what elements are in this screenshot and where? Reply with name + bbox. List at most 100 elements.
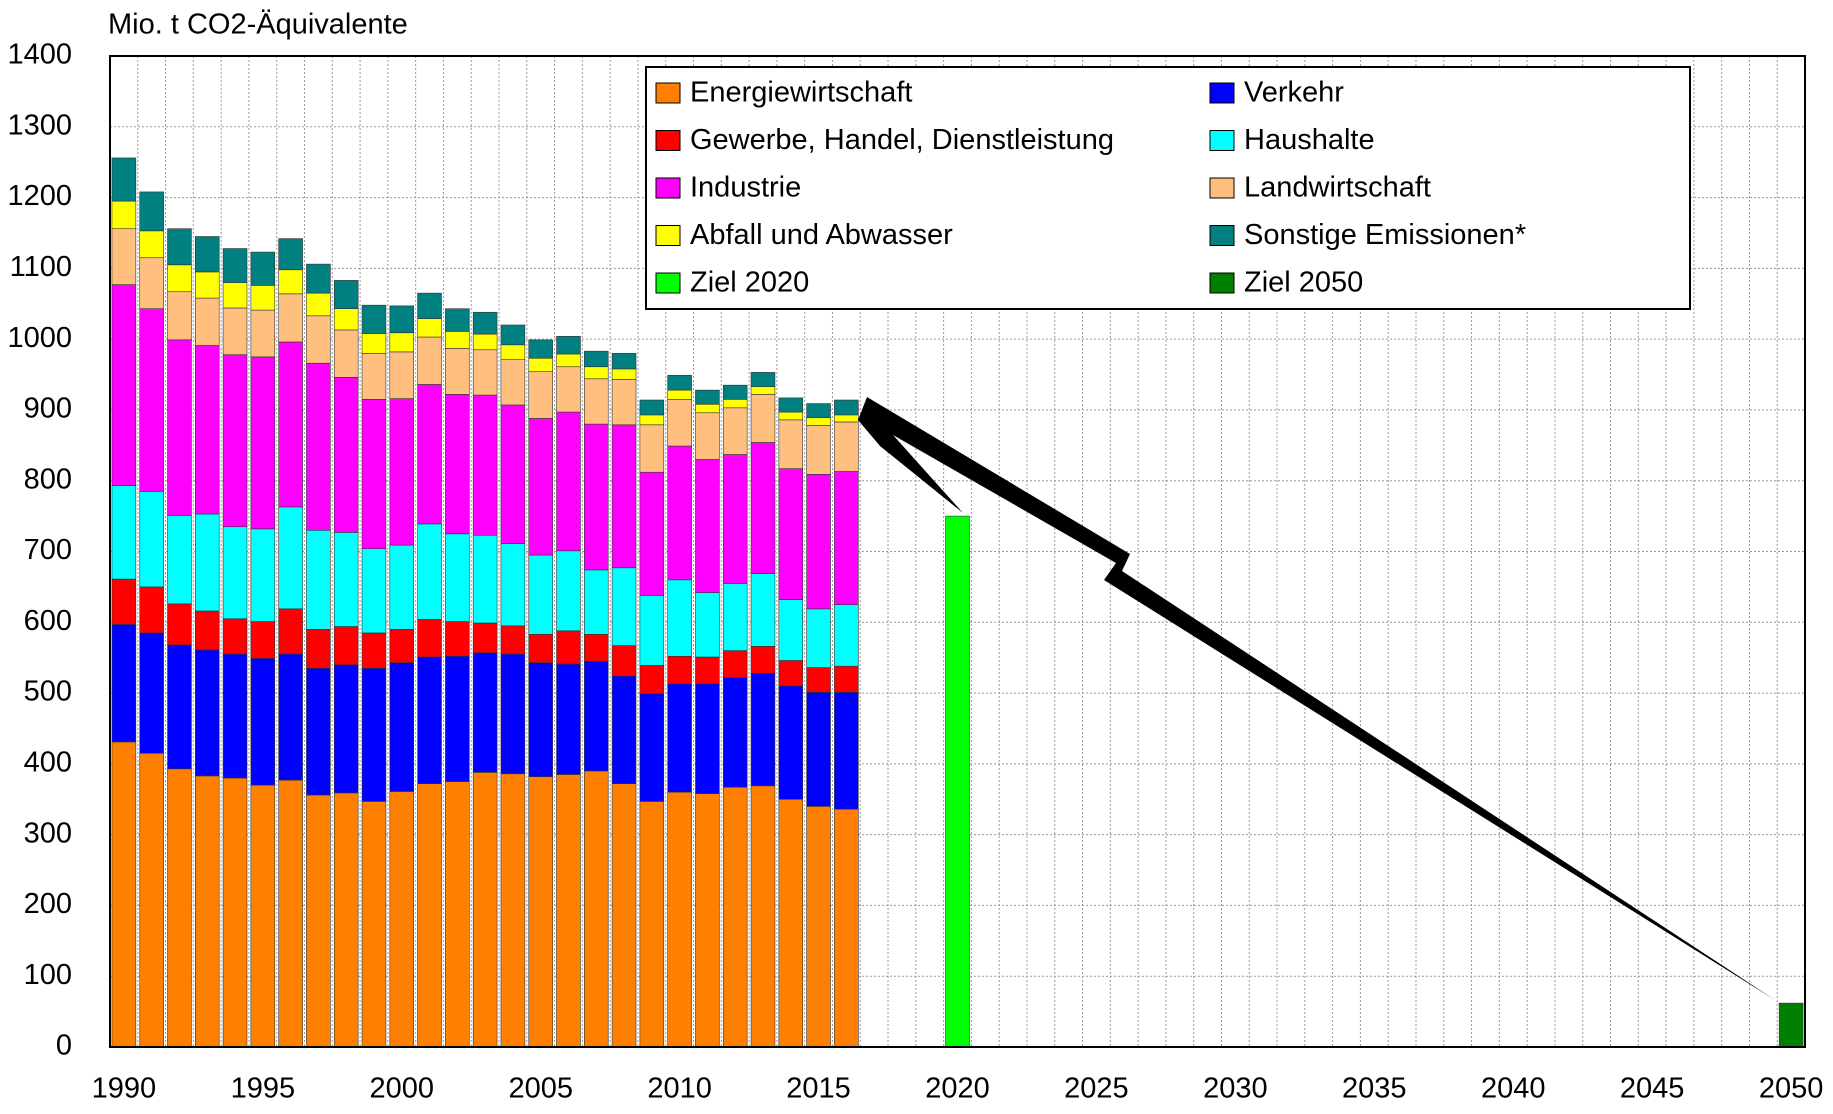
bar-segment [222,307,248,356]
y-axis-label: Mio. t CO2-Äquivalente [108,9,408,41]
bar-segment [695,403,720,414]
bar-segment [584,660,609,772]
bar-segment [306,315,331,364]
bar-segment [445,533,470,622]
bar-segment [695,389,720,405]
bar-segment [472,349,498,396]
bar-segment [167,768,192,1048]
bar-segment [195,513,220,612]
y-tick-label: 0 [56,1030,72,1062]
bar-segment [333,792,359,1048]
bar-segment [584,423,609,571]
bar-segment [306,794,331,1048]
bar-segment [361,304,387,334]
legend-swatch [1209,225,1235,246]
bar-segment [417,384,442,525]
y-tick-label: 200 [24,888,72,920]
bar-segment [806,425,831,475]
bar-segment [500,324,526,346]
bar-segment [111,284,137,486]
bar-segment [667,374,692,391]
bar-segment [417,619,442,658]
bar-segment [778,411,804,421]
x-tick-label: 2025 [1064,1073,1129,1105]
y-tick-label: 700 [24,534,72,566]
bar-segment [389,629,415,663]
bar-segment [250,285,276,311]
bar-segment [417,336,442,385]
bar-segment [834,665,859,693]
bar-segment [195,649,220,777]
y-tick-label: 1100 [10,251,72,283]
bar-segment [333,532,359,627]
bar-segment [611,379,637,426]
x-tick-label: 2020 [925,1073,990,1105]
x-tick-label: 2040 [1481,1073,1546,1105]
bar-segment [361,632,387,669]
bar-segment [778,397,804,413]
bar-segment [306,362,331,531]
bar-segment [167,644,192,770]
bar-segment [500,344,526,360]
bar-segment [834,808,859,1048]
bar-segment [945,515,970,1048]
bar-segment [361,352,387,400]
bar-segment [695,592,720,658]
bar-segment [417,783,442,1048]
bar-segment [611,675,637,784]
bar-segment [333,377,359,533]
bar-segment [750,785,776,1048]
legend-label: Haushalte [1244,124,1375,156]
bar-segment [333,626,359,666]
bar-segment [695,683,720,794]
bar-segment [500,773,526,1048]
bar-segment [1778,1002,1804,1048]
bar-segment [806,806,831,1048]
bar-segment [667,683,692,793]
bar-segment [278,269,303,295]
bar-segment [834,692,859,810]
bar-segment [722,583,748,651]
bar-segment [111,624,137,743]
bar-segment [834,399,859,416]
bar-segment [639,595,665,666]
bar-segment [528,371,553,419]
bar-segment [472,622,498,654]
bar-segment [167,515,192,605]
legend-label: Sonstige Emissionen* [1244,219,1526,251]
bar-segment [139,191,164,232]
bar-segment [361,548,387,634]
bar-segment [445,621,470,657]
bar-segment [611,424,637,569]
bar-segment [722,454,748,584]
legend-label: Gewerbe, Handel, Dienstleistung [690,124,1114,156]
legend-swatch [655,272,681,294]
bar-segment [750,442,776,574]
bar-segment [278,653,303,781]
bar-segment [806,417,831,426]
bar-segment [750,646,776,674]
bar-segment [722,399,748,409]
bar-segment [778,660,804,687]
bar-segment [584,366,609,380]
legend-swatch [1209,272,1235,294]
bar-segment [778,599,804,661]
bar-segment [778,419,804,469]
bar-segment [500,653,526,775]
bar-segment [139,308,164,492]
bar-segment [361,667,387,802]
bar-segment [250,309,276,358]
bar-segment [472,652,498,773]
bar-segment [195,345,220,515]
bar-segment [389,332,415,353]
bar-segment [472,333,498,351]
bar-segment [500,359,526,406]
bar-segment [667,445,692,581]
bar-segment [195,775,220,1048]
legend-label: Energiewirtschaft [690,77,912,109]
y-tick-label: 500 [24,676,72,708]
bar-segment [111,157,137,202]
legend-swatch [655,225,681,246]
bar-segment [417,292,442,319]
